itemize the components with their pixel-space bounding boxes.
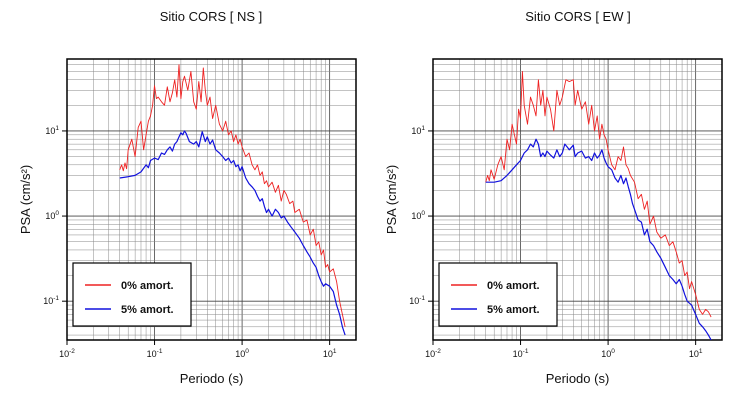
y-tick-label: 10-1 [43, 295, 59, 306]
series-line-amort-5 [485, 138, 712, 341]
y-tick-label: 101 [411, 125, 425, 136]
y-tick-label: 10-1 [409, 295, 425, 306]
chart-title: Sitio CORS [ NS ] [160, 9, 263, 24]
x-tick-label: 100 [235, 348, 249, 359]
x-tick-label: 10-1 [513, 348, 529, 359]
chart-panel-ns: Sitio CORS [ NS ] 10-2 10-1 100 101 10-1 100 10… [18, 9, 357, 386]
series-line-amort-0 [119, 64, 346, 327]
x-tick-label: 100 [601, 348, 615, 359]
x-tick-label: 101 [689, 348, 703, 359]
series-line-amort-5 [119, 130, 346, 336]
plot-frame [432, 58, 723, 341]
legend-box [438, 262, 558, 327]
series-line-amort-0 [485, 70, 712, 318]
plot-frame [66, 58, 357, 341]
legend: 0% amort. 5% amort. [72, 262, 192, 327]
legend-label: 5% amort. [487, 304, 540, 316]
chart-panel-ew: Sitio CORS [ EW ] 10-2 10-1 100 101 10-1 100 10… [384, 9, 723, 386]
y-tick-label: 100 [45, 210, 59, 221]
legend-box [72, 262, 192, 327]
legend-label: 5% amort. [121, 304, 174, 316]
x-tick-label: 10-1 [147, 348, 163, 359]
chart-title: Sitio CORS [ EW ] [525, 9, 630, 24]
legend: 0% amort. 5% amort. [438, 262, 558, 327]
y-axis-label: PSA (cm/s²) [384, 165, 399, 234]
y-axis-label: PSA (cm/s²) [18, 165, 33, 234]
x-tick-label: 10-2 [59, 348, 75, 359]
legend-label: 0% amort. [121, 280, 174, 292]
x-tick-label: 101 [323, 348, 337, 359]
x-axis-label: Periodo (s) [180, 371, 244, 386]
legend-label: 0% amort. [487, 280, 540, 292]
y-tick-label: 101 [45, 125, 59, 136]
x-axis-label: Periodo (s) [546, 371, 610, 386]
x-tick-label: 10-2 [425, 348, 441, 359]
y-tick-label: 100 [411, 210, 425, 221]
